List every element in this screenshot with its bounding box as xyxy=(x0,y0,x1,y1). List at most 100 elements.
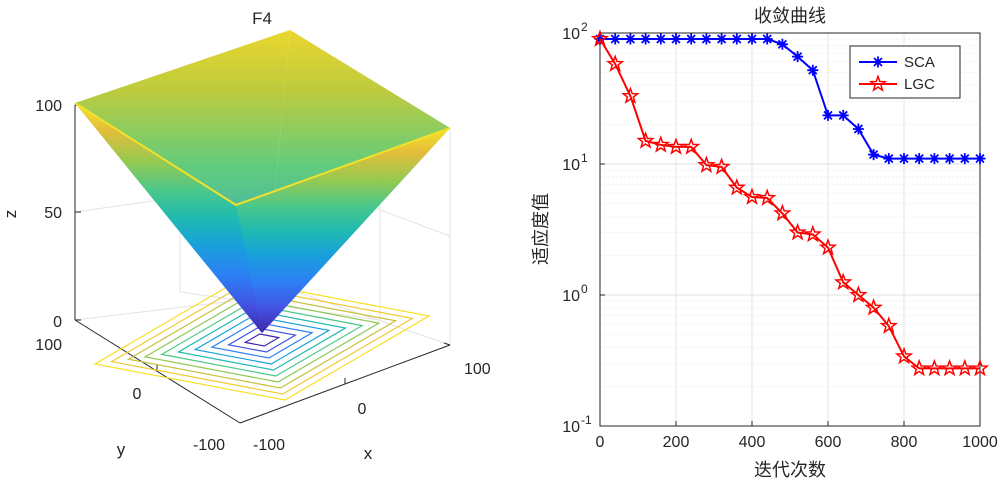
y-tick-label: 10 xyxy=(562,157,580,174)
data-point-sca xyxy=(640,33,652,45)
data-point-sca xyxy=(594,33,606,45)
data-point-lgc xyxy=(773,203,792,222)
x-tick-label-neg100: -100 xyxy=(253,437,285,454)
data-point-lgc xyxy=(803,224,823,243)
z-tick-label-50: 50 xyxy=(44,205,62,222)
x-tick-label: 600 xyxy=(815,434,842,451)
data-point-sca xyxy=(655,33,667,45)
y-tick-exponent: -1 xyxy=(581,413,592,427)
y-tick-label-100: 100 xyxy=(35,337,62,354)
z-tick-label-0: 0 xyxy=(53,314,62,331)
legend-item-lgc: LGC xyxy=(859,74,935,93)
y-axis-label: 适应度值 xyxy=(531,193,552,265)
data-point-sca xyxy=(807,64,819,76)
surface xyxy=(74,30,451,333)
data-point-lgc xyxy=(681,137,701,155)
surface-front-left-face xyxy=(75,103,262,333)
legend-marker-lgc xyxy=(868,74,888,92)
data-point-lgc xyxy=(833,272,853,291)
legend: SCA LGC xyxy=(849,45,961,99)
data-point-sca xyxy=(913,153,925,165)
data-point-sca xyxy=(700,33,712,45)
y-tick-label-0: 0 xyxy=(133,386,142,403)
z-axis-label: z xyxy=(1,210,20,219)
data-point-lgc xyxy=(590,29,610,47)
x-tick-label-100: 100 xyxy=(464,361,491,378)
surface-front-right-face xyxy=(236,128,450,333)
data-point-sca xyxy=(944,153,956,165)
x-tick-label: 0 xyxy=(596,434,605,451)
data-point-sca xyxy=(868,149,880,161)
legend-item-sca: SCA xyxy=(859,54,935,71)
x-axis-label: 迭代次数 xyxy=(754,460,826,481)
series-sca xyxy=(594,33,986,165)
data-point-lgc xyxy=(864,298,883,316)
data-point-lgc xyxy=(849,285,868,303)
data-point-lgc xyxy=(757,188,777,206)
legend-marker-sca xyxy=(872,56,884,68)
data-point-sca xyxy=(609,33,621,45)
data-point-lgc xyxy=(909,358,929,377)
legend-label-lgc: LGC xyxy=(904,76,935,93)
data-point-sca xyxy=(746,33,758,45)
data-point-lgc xyxy=(970,358,990,377)
x-tick-label: 400 xyxy=(739,434,766,451)
data-point-lgc xyxy=(894,346,914,365)
y-tick-label-neg100: -100 xyxy=(193,437,225,454)
data-point-lgc xyxy=(788,222,807,241)
data-point-sca xyxy=(822,109,834,121)
y-tick-exponent: 1 xyxy=(581,151,588,165)
data-point-sca xyxy=(792,51,804,63)
series-lines xyxy=(590,29,990,377)
data-point-lgc xyxy=(727,177,747,196)
data-point-sca xyxy=(685,33,697,45)
data-point-sca xyxy=(716,33,728,45)
data-point-lgc xyxy=(879,316,899,334)
data-point-lgc xyxy=(925,358,944,377)
data-point-lgc xyxy=(818,237,838,256)
data-point-sca xyxy=(624,33,636,45)
series-lgc xyxy=(590,29,990,377)
data-point-sca xyxy=(670,33,682,45)
data-point-lgc xyxy=(605,54,625,72)
data-point-sca xyxy=(898,153,910,165)
data-point-lgc xyxy=(712,157,731,175)
data-point-lgc xyxy=(955,358,975,377)
data-point-sca xyxy=(852,123,864,135)
y-tick-exponent: 0 xyxy=(581,282,588,296)
data-point-sca xyxy=(974,153,986,165)
data-point-sca xyxy=(928,153,940,165)
contour-level-20 xyxy=(226,327,298,353)
surface-title: F4 xyxy=(252,9,272,28)
legend-label-sca: SCA xyxy=(904,54,935,71)
x-tick-label-0: 0 xyxy=(358,401,367,418)
data-point-lgc xyxy=(742,187,762,205)
y-tick-label: 10 xyxy=(562,419,580,436)
data-point-lgc xyxy=(940,358,959,377)
chart-title: 收敛曲线 xyxy=(754,6,826,27)
y-tick-label: 10 xyxy=(562,26,580,43)
data-point-lgc xyxy=(636,131,655,149)
y-tick-label: 10 xyxy=(562,288,580,305)
data-point-lgc xyxy=(697,155,716,173)
data-point-lgc xyxy=(651,135,671,153)
x-tick-label: 1000 xyxy=(962,434,998,451)
data-point-sca xyxy=(837,109,849,121)
y-tick-exponent: 2 xyxy=(581,20,588,34)
data-point-sca xyxy=(731,33,743,45)
plot-area xyxy=(599,32,981,427)
data-point-sca xyxy=(761,33,773,45)
z-tick-label-100: 100 xyxy=(35,98,62,115)
y-axis-label: y xyxy=(117,440,126,459)
x-axis-label: x xyxy=(364,444,373,463)
surface-plot: F4 0 50 100 z 100 0 -100 y -100 0 100 x xyxy=(1,9,491,463)
data-point-lgc xyxy=(666,137,686,155)
data-point-sca xyxy=(776,38,788,50)
data-point-lgc xyxy=(621,86,640,104)
contour-level-10 xyxy=(243,333,281,347)
data-point-sca xyxy=(959,153,971,165)
data-point-sca xyxy=(883,153,895,165)
